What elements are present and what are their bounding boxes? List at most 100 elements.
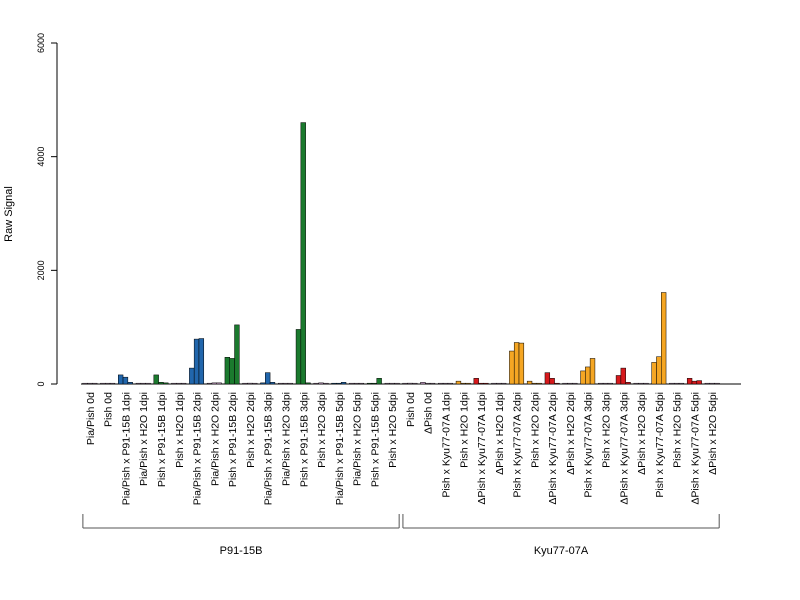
bar xyxy=(589,358,596,385)
bar xyxy=(709,382,715,385)
bar xyxy=(531,382,538,385)
bar xyxy=(234,324,240,385)
bar xyxy=(425,382,431,385)
bar xyxy=(625,382,631,385)
bar xyxy=(678,382,685,385)
bar xyxy=(572,382,578,385)
bar xyxy=(216,382,222,385)
x-tick-label: Pia/Pish 0d xyxy=(85,392,97,445)
bar xyxy=(376,378,382,385)
bar xyxy=(140,382,146,385)
bar xyxy=(651,362,657,385)
bar xyxy=(353,382,360,385)
bar xyxy=(127,382,133,385)
bar xyxy=(620,367,626,385)
bar xyxy=(554,382,560,385)
x-tick-label: Pish x H2O 3dpi xyxy=(601,392,613,468)
bar xyxy=(100,382,106,385)
bar xyxy=(340,382,347,385)
bar xyxy=(656,356,662,385)
bar xyxy=(145,382,151,385)
x-tick-label: Pia/Pish x P91-15B 3dpi xyxy=(263,392,275,505)
x-tick-label: Pish x P91-15B 5dpi xyxy=(369,392,381,487)
x-tick-label: Pish x H2O 1dpi xyxy=(174,392,186,468)
bar xyxy=(336,382,342,385)
x-tick-label: Pia/Pish x H2O 1dpi xyxy=(138,392,150,486)
bar xyxy=(509,350,515,385)
bar xyxy=(109,382,116,385)
bar xyxy=(358,382,365,385)
bar xyxy=(602,382,609,385)
x-tick-label: Pish x H2O 2dpi xyxy=(529,392,541,468)
bar xyxy=(229,358,235,385)
x-tick-label: ΔPish x Kyu77-07A 1dpi xyxy=(476,392,488,505)
bar xyxy=(442,382,449,385)
bar xyxy=(447,382,453,385)
bar xyxy=(496,382,502,385)
x-tick-label: Pia/Pish x H2O 3dpi xyxy=(280,392,292,486)
bar xyxy=(500,382,507,385)
bar xyxy=(384,382,391,385)
bar xyxy=(82,382,88,385)
bar xyxy=(180,382,187,385)
bar xyxy=(87,382,93,385)
x-tick-label: Pish 0d xyxy=(103,392,115,427)
x-tick-label: Pish x P91-15B 2dpi xyxy=(227,392,239,487)
bar xyxy=(491,382,497,385)
bar xyxy=(549,378,555,385)
bar xyxy=(402,382,408,385)
bar xyxy=(313,382,319,385)
x-tick-label: Pish x P91-15B 1dpi xyxy=(156,392,168,487)
x-tick-label: ΔPish x Kyu77-07A 3dpi xyxy=(618,392,630,505)
bar xyxy=(260,382,266,385)
bar xyxy=(661,292,667,385)
x-tick-label: Pish x Kyu77-07A 3dpi xyxy=(583,392,595,498)
bar xyxy=(455,380,462,385)
bar xyxy=(420,382,426,385)
x-tick-label: Pish x Kyu77-07A 5dpi xyxy=(654,392,666,498)
bar xyxy=(407,382,413,385)
y-tick-label: 6000 xyxy=(36,33,46,53)
bar xyxy=(686,378,693,385)
bar xyxy=(473,378,479,385)
bar xyxy=(429,382,436,385)
x-tick-label: Pia/Pish x P91-15B 5dpi xyxy=(334,392,346,505)
bar xyxy=(598,382,604,385)
y-axis-title: Raw Signal xyxy=(3,186,15,242)
bar xyxy=(615,375,622,385)
y-tick-label: 2000 xyxy=(36,260,46,280)
x-tick-label: Pish x P91-15B 3dpi xyxy=(298,392,310,487)
x-tick-label: Pia/Pish x P91-15B 2dpi xyxy=(192,392,204,505)
bar xyxy=(526,380,533,385)
y-axis: 0 2000 4000 6000 xyxy=(36,33,58,387)
bar xyxy=(633,382,639,385)
bar xyxy=(206,382,213,385)
bar xyxy=(287,382,293,385)
bar xyxy=(163,382,169,385)
group-label: P91-15B xyxy=(220,545,263,557)
bar xyxy=(691,380,698,385)
bar xyxy=(673,382,680,385)
bar xyxy=(176,382,182,385)
bar xyxy=(331,382,337,385)
bar xyxy=(318,382,324,385)
bar xyxy=(366,382,373,385)
bar xyxy=(278,382,284,385)
y-tick-label: 4000 xyxy=(36,147,46,167)
bar xyxy=(171,382,177,385)
bar xyxy=(224,357,230,385)
x-tick-label: Pish x H2O 2dpi xyxy=(245,392,257,468)
bar xyxy=(198,338,205,385)
bar xyxy=(118,374,124,385)
bar xyxy=(567,382,573,385)
bar xyxy=(295,329,302,385)
x-tick-label: ΔPish x Kyu77-07A 2dpi xyxy=(547,392,559,505)
bar xyxy=(544,372,551,385)
x-tick-label: Pish x H2O 1dpi xyxy=(458,392,470,468)
bar xyxy=(252,382,258,385)
x-tick-label: ΔPish x H2O 3dpi xyxy=(636,392,648,475)
bar xyxy=(305,382,311,385)
bar xyxy=(580,370,586,385)
